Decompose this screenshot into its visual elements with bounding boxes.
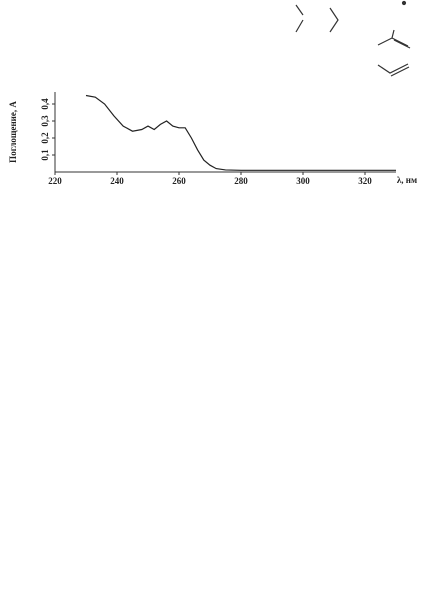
bond: [377, 63, 410, 77]
x-tick-label: 260: [172, 176, 186, 186]
y-tick-label: 0,4: [40, 98, 50, 110]
x-tick-label: 300: [296, 176, 310, 186]
x-tick-label: 220: [48, 176, 62, 186]
bond: [329, 7, 339, 33]
structure-fragments: [295, 0, 411, 77]
x-axis-label: λ, нм: [397, 175, 417, 185]
x-tick-label: 320: [358, 176, 372, 186]
x-tick-label: 280: [234, 176, 248, 186]
y-axis-label: Поглощение, А: [8, 101, 18, 163]
y-tick-label: 0,3: [40, 115, 50, 127]
x-tick-label: 240: [110, 176, 124, 186]
bond: [377, 29, 411, 49]
dot: [401, 0, 407, 6]
bond: [295, 4, 304, 33]
y-tick-label: 0,2: [40, 132, 50, 144]
spectrum-line: [85, 94, 396, 171]
y-tick-label: 0,1: [40, 149, 50, 161]
